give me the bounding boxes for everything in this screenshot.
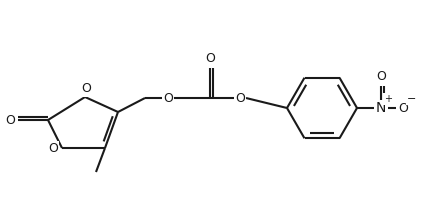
Text: O: O bbox=[205, 52, 215, 66]
Text: O: O bbox=[81, 82, 91, 96]
Text: O: O bbox=[398, 102, 408, 114]
Text: N: N bbox=[376, 101, 386, 115]
Text: −: − bbox=[408, 94, 417, 104]
Text: O: O bbox=[5, 114, 15, 127]
Text: +: + bbox=[384, 94, 392, 104]
Text: O: O bbox=[376, 71, 386, 84]
Text: O: O bbox=[48, 142, 58, 156]
Text: O: O bbox=[235, 92, 245, 104]
Text: O: O bbox=[163, 92, 173, 104]
